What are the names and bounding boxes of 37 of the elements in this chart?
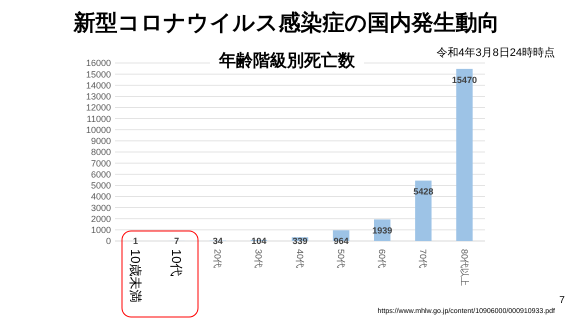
x-tick-label: 10歳未満 (128, 249, 144, 302)
x-tick-label: 20代 (212, 249, 223, 268)
data-label: 339 (292, 236, 308, 246)
y-tick-label: 9000 (90, 136, 111, 146)
y-tick-label: 16000 (86, 58, 111, 68)
data-label: 1 (133, 236, 138, 246)
y-tick-label: 1000 (90, 225, 111, 236)
y-tick-label: 10000 (86, 124, 111, 135)
text: 令和4年3月8日24時時点 (436, 46, 555, 59)
y-tick-label: 15000 (86, 69, 111, 80)
chart-subtitle: 年齢階級別死亡数 (218, 51, 356, 70)
y-tick-label: 0 (106, 236, 111, 246)
y-tick-label: 6000 (90, 169, 111, 180)
data-label: 34 (212, 236, 223, 246)
y-tick-label: 14000 (86, 80, 111, 90)
x-tick-label: 30代 (254, 249, 264, 268)
data-label: 7 (174, 236, 180, 246)
y-tick-label: 2000 (90, 214, 111, 224)
x-tick-label: 70代 (418, 249, 428, 268)
y-tick-label: 7000 (90, 158, 111, 168)
y-tick-label: 5000 (90, 180, 111, 191)
chart-title: 新型コロナウイルス感染症の国内発生動向 (72, 10, 500, 35)
data-label: 104 (251, 236, 266, 246)
x-tick-label: 80代以上 (459, 249, 470, 286)
y-tick-label: 4000 (90, 192, 111, 202)
data-label: 964 (334, 236, 349, 246)
y-tick-label: 12000 (86, 102, 111, 113)
y-tick-label: 8000 (90, 147, 111, 158)
x-tick-label: 50代 (336, 249, 346, 268)
x-tick-label: 40代 (294, 249, 305, 268)
x-tick-label: 10代 (169, 249, 184, 276)
text: 7 (559, 295, 566, 306)
x-tick-label: 60代 (377, 249, 388, 268)
y-tick-label: 3000 (90, 202, 111, 213)
data-label: 1939 (372, 225, 392, 236)
y-tick-label: 13000 (86, 92, 111, 102)
y-tick-label: 11000 (86, 114, 111, 124)
